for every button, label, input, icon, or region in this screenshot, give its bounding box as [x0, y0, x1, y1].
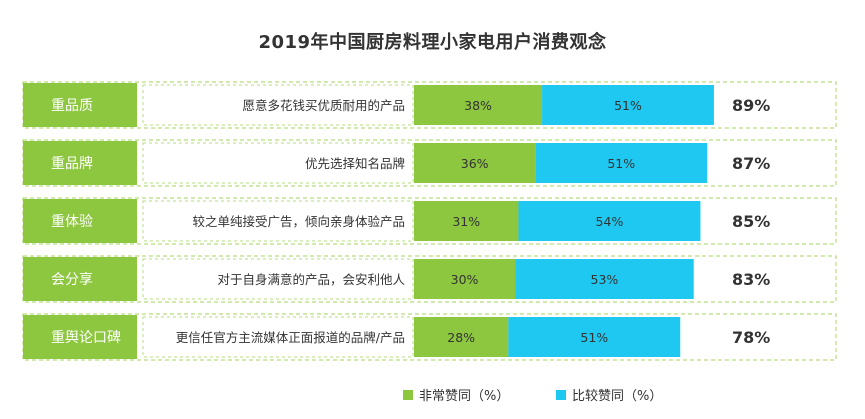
data-label-relatively-agree: 51% [614, 98, 642, 113]
description-box [142, 200, 414, 242]
bar-segment-relatively-agree [542, 85, 714, 125]
data-label-relatively-agree: 54% [596, 214, 624, 229]
category-box [23, 83, 137, 127]
legend-item-very-agree: 非常赞同（%） [403, 385, 509, 404]
bar-segment-relatively-agree [518, 201, 701, 241]
total-label: 83% [732, 270, 770, 289]
data-label-relatively-agree: 51% [607, 156, 635, 171]
description-text: 优先选择知名品牌 [305, 156, 405, 171]
data-label-very-agree: 30% [451, 272, 479, 287]
category-label: 重舆论口碑 [51, 330, 121, 346]
description-box [142, 84, 414, 126]
description-box [142, 258, 414, 300]
category-box [23, 199, 137, 243]
legend-label-relatively-agree: 比较赞同（%） [572, 389, 663, 404]
total-label: 87% [732, 154, 770, 173]
legend-swatch-very-agree [403, 389, 413, 400]
bar-segment-very-agree [414, 201, 519, 241]
bar-segment-relatively-agree [535, 143, 708, 183]
total-label: 85% [732, 212, 770, 231]
category-box [23, 257, 137, 301]
data-label-very-agree: 28% [447, 330, 475, 345]
description-text: 愿意多花钱买优质耐用的产品 [242, 98, 405, 113]
category-label: 会分享 [51, 271, 93, 288]
bar-segment-relatively-agree [508, 317, 681, 357]
description-box [142, 316, 414, 358]
category-label: 重体验 [51, 214, 93, 230]
legend-item-relatively-agree: 比较赞同（%） [556, 385, 662, 404]
description-box [142, 142, 414, 184]
data-label-very-agree: 38% [464, 98, 492, 113]
bar-segment-very-agree [414, 85, 543, 125]
category-box [23, 141, 137, 185]
legend-label-very-agree: 非常赞同（%） [419, 389, 510, 404]
description-text: 更信任官方主流媒体正面报道的品牌/产品 [176, 330, 405, 345]
data-label-relatively-agree: 53% [591, 272, 619, 287]
description-text: 对于自身满意的产品，会安利他人 [217, 272, 405, 287]
description-text: 较之单纯接受广告，倾向亲身体验产品 [192, 214, 405, 229]
category-box [23, 315, 137, 359]
bar-segment-relatively-agree [515, 259, 694, 299]
bar-segment-very-agree [414, 259, 516, 299]
total-label: 78% [732, 328, 770, 347]
data-label-very-agree: 31% [452, 214, 480, 229]
legend-swatch-relatively-agree [556, 389, 566, 400]
data-label-very-agree: 36% [461, 156, 489, 171]
bar-segment-very-agree [414, 317, 509, 357]
category-label: 重品牌 [51, 155, 93, 172]
category-label: 重品质 [51, 98, 93, 114]
data-label-relatively-agree: 51% [580, 330, 608, 345]
chart-title: 2019年中国厨房料理小家电用户消费观念 [258, 32, 607, 53]
total-label: 89% [732, 96, 770, 115]
bar-segment-very-agree [414, 143, 536, 183]
